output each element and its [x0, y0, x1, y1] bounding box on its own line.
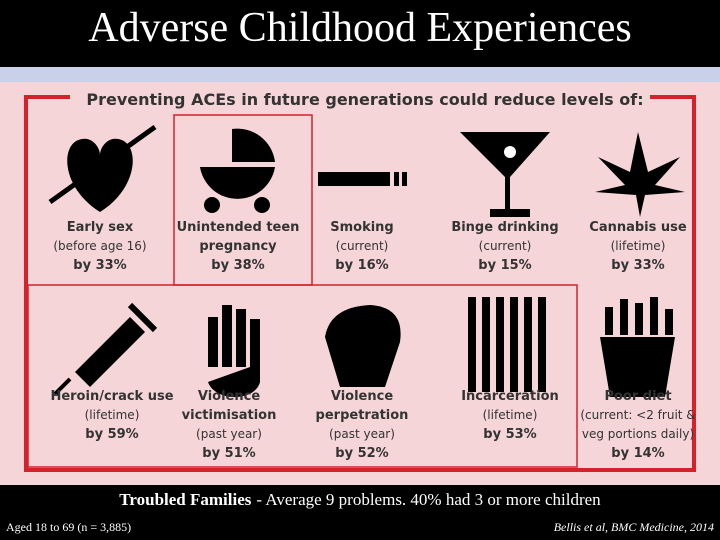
- item-label: Cannabis use: [589, 220, 687, 235]
- icon-cigarette: [402, 172, 407, 186]
- item-label: Heroin/crack use: [50, 389, 173, 404]
- frame: [24, 95, 696, 472]
- icon-fist: [325, 305, 401, 387]
- item-reduction: by 14%: [611, 446, 664, 461]
- icon-needle: [53, 377, 72, 396]
- icon-stroller: [200, 128, 275, 199]
- icon-plunger: [127, 302, 158, 333]
- item-detail: (current): [336, 239, 389, 253]
- icon-leaf: [595, 132, 685, 217]
- item-detail: (before age 16): [53, 239, 146, 253]
- item-label: Binge drinking: [451, 220, 558, 235]
- item-detail: veg portions daily): [582, 427, 694, 441]
- item-label: Early sex: [67, 220, 134, 235]
- item-reduction: by 53%: [483, 427, 536, 442]
- item-reduction: by 16%: [335, 258, 388, 273]
- item-label: perpetration: [316, 408, 409, 423]
- item-reduction: by 38%: [211, 258, 264, 273]
- item-detail: (lifetime): [85, 408, 140, 422]
- icon-fries: [600, 297, 675, 397]
- item-label: Incarceration: [461, 389, 559, 404]
- sample-note: Aged 18 to 69 (n = 3,885): [6, 520, 132, 534]
- item-detail: (current: <2 fruit &: [580, 408, 695, 422]
- band: [0, 67, 720, 82]
- item-reduction: by 33%: [73, 258, 126, 273]
- icon-hand: [208, 305, 260, 397]
- item-reduction: by 59%: [85, 427, 138, 442]
- infographic: Preventing ACEs in future generations co…: [0, 67, 720, 485]
- item-reduction: by 52%: [335, 446, 388, 461]
- panel-heading: Preventing ACEs in future generations co…: [86, 90, 643, 109]
- highlight-box: [27, 284, 578, 468]
- icon-glass: [460, 132, 550, 217]
- item-detail: (past year): [329, 427, 395, 441]
- icon-olive: [504, 146, 516, 158]
- item-label: Poor diet: [604, 389, 671, 404]
- icon-wheel: [254, 197, 270, 213]
- item-label: pregnancy: [199, 239, 277, 254]
- item-label: victimisation: [182, 408, 277, 423]
- item-label: Unintended teen: [177, 220, 300, 235]
- item-detail: (past year): [196, 427, 262, 441]
- caption-bold: Troubled Families: [119, 490, 252, 509]
- icon-cigarette: [394, 172, 399, 186]
- icon-cigarette: [318, 172, 390, 186]
- source-note: Bellis et al, BMC Medicine, 2014: [553, 520, 714, 534]
- item-reduction: by 51%: [202, 446, 255, 461]
- item-detail: (lifetime): [483, 408, 538, 422]
- item-reduction: by 33%: [611, 258, 664, 273]
- item-detail: (current): [479, 239, 532, 253]
- icons: [48, 124, 685, 397]
- caption: Troubled Families - Average 9 problems. 4…: [0, 490, 720, 510]
- icon-arrow: [48, 124, 157, 205]
- icon-syringe: [75, 317, 145, 387]
- item-label: Smoking: [330, 220, 394, 235]
- icon-wheel: [204, 197, 220, 213]
- icon-bars: [468, 297, 546, 392]
- item-reduction: by 15%: [478, 258, 531, 273]
- item-label: Violence: [331, 389, 393, 404]
- caption-text: - Average 9 problems. 40% had 3 or more …: [256, 490, 601, 509]
- item-label: Violence: [198, 389, 260, 404]
- item-detail: (lifetime): [611, 239, 666, 253]
- slide-title: Adverse Childhood Experiences: [88, 5, 632, 51]
